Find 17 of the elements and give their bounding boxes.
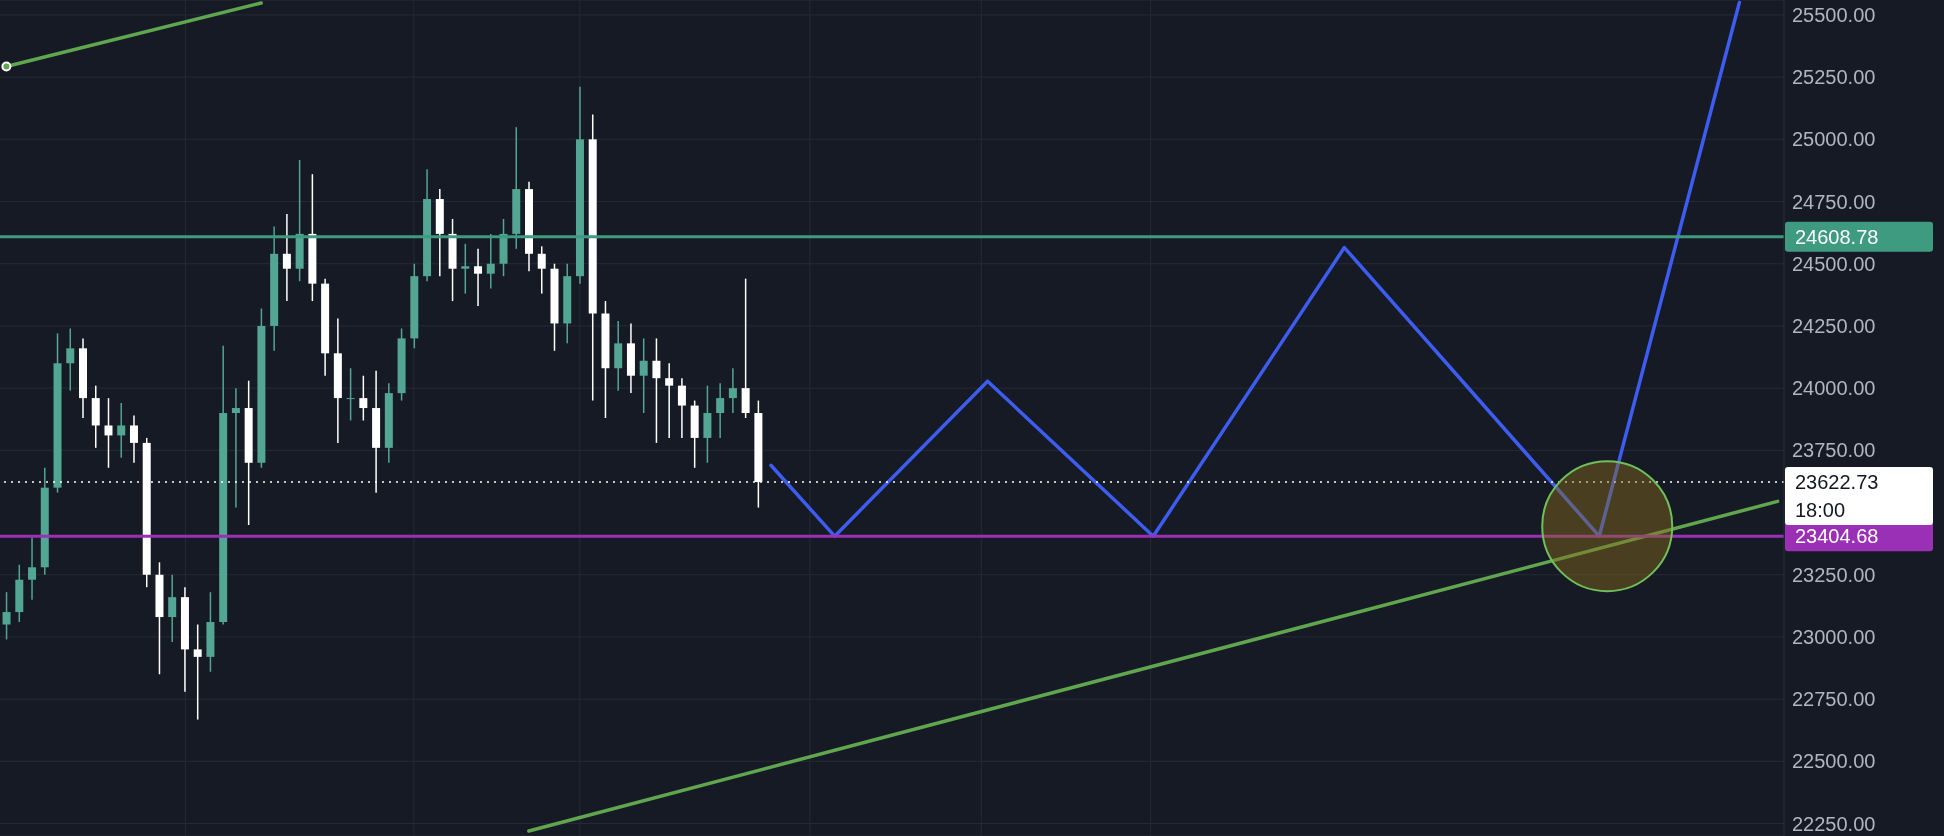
y-tick-label: 24750.00 [1792, 190, 1876, 213]
y-tick-label: 25250.00 [1792, 66, 1876, 89]
y-tick-label: 23000.00 [1792, 626, 1876, 649]
y-tick-label: 25000.00 [1792, 128, 1876, 151]
text: 18:00 [1795, 499, 1846, 522]
y-tick-label: 24250.00 [1792, 315, 1876, 338]
ref-line-label: 23622.73 [1795, 471, 1879, 494]
y-tick-label: 22500.00 [1792, 750, 1876, 773]
y-tick-label: 25500.00 [1792, 4, 1876, 27]
y-tick-label: 24500.00 [1792, 252, 1876, 275]
ref-line-label: 24608.78 [1795, 225, 1879, 248]
y-tick-label: 22750.00 [1792, 688, 1876, 711]
y-tick-label: 22250.00 [1792, 812, 1876, 835]
ref-line-label: 23404.68 [1795, 525, 1879, 548]
y-tick-label: 23750.00 [1792, 439, 1876, 462]
y-tick-label: 24000.00 [1792, 377, 1876, 400]
y-tick-label: 23250.00 [1792, 563, 1876, 586]
